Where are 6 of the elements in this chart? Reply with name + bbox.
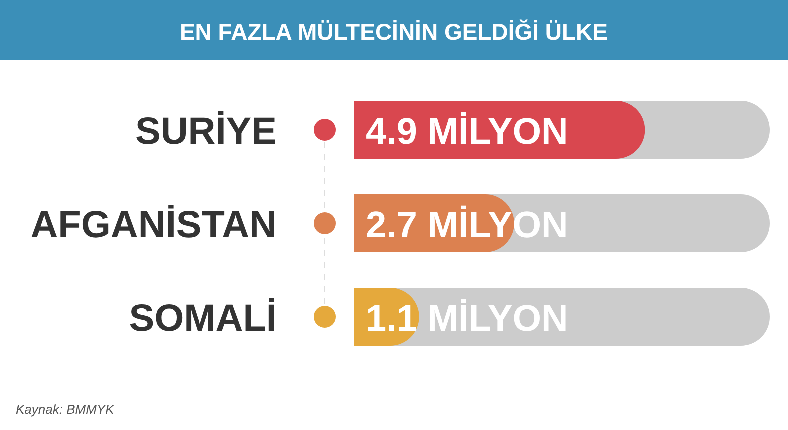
y-tick-label: AFGANİSTAN xyxy=(30,204,277,246)
data-label: 4.9 MİLYON xyxy=(366,111,568,152)
y-tick-label: SOMALİ xyxy=(129,298,277,340)
text: Kaynak: BMMYK xyxy=(16,402,116,417)
y-tick-label: SURİYE xyxy=(136,111,277,153)
chart-title: EN FAZLA MÜLTECİNİN GELDİĞİ ÜLKE xyxy=(180,19,608,45)
